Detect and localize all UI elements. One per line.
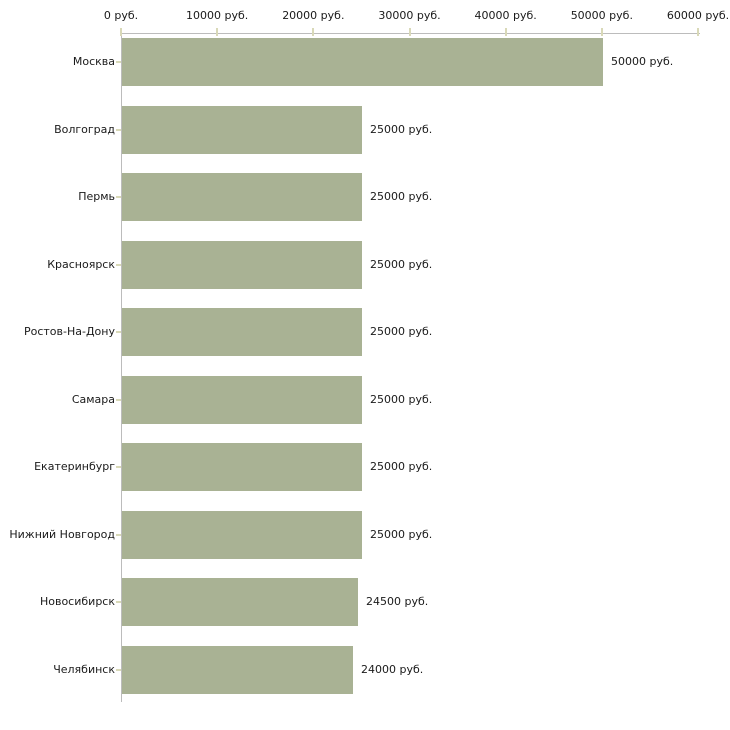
category-tick-mark xyxy=(116,533,121,536)
bar xyxy=(122,38,603,86)
value-label: 24500 руб. xyxy=(366,595,429,608)
x-tick-mark xyxy=(216,28,219,36)
category-label: Екатеринбург xyxy=(34,460,115,473)
value-label: 25000 руб. xyxy=(370,325,433,338)
value-label: 24000 руб. xyxy=(361,662,424,676)
category-label: Самара xyxy=(71,392,115,406)
value-label: 25000 руб. xyxy=(370,460,433,473)
x-tick-mark xyxy=(600,28,603,36)
value-label: 25000 руб. xyxy=(370,257,433,271)
value-label: 50000 руб. xyxy=(611,55,674,68)
category-label: Ростов-На-Дону xyxy=(23,325,115,338)
bar xyxy=(122,443,362,491)
bar xyxy=(122,173,362,221)
category-tick-mark xyxy=(116,263,121,266)
bar xyxy=(122,578,358,626)
x-tick-mark xyxy=(120,28,122,36)
category-tick-mark xyxy=(116,61,121,63)
x-tick-mark xyxy=(697,28,699,36)
bar xyxy=(122,375,362,424)
value-label: 25000 руб. xyxy=(370,527,433,541)
category-label: Москва xyxy=(72,55,115,68)
x-tick-mark xyxy=(312,28,315,36)
category-label: Нижний Новгород xyxy=(9,527,115,541)
category-tick-mark xyxy=(116,601,121,603)
category-tick-mark xyxy=(116,466,121,468)
bar xyxy=(122,308,362,356)
x-tick-label: 50000 руб. xyxy=(570,9,633,22)
x-tick-label: 60000 руб. xyxy=(666,9,730,22)
category-label: Челябинск xyxy=(53,662,115,676)
value-label: 25000 руб. xyxy=(370,392,433,406)
category-tick-mark xyxy=(116,668,121,671)
bar xyxy=(122,510,362,559)
category-label: Новосибирск xyxy=(39,595,115,608)
x-tick-label: 10000 руб. xyxy=(186,9,249,22)
bar xyxy=(122,645,353,694)
x-tick-label: 0 руб. xyxy=(103,9,139,22)
x-tick-label: 40000 руб. xyxy=(474,9,537,22)
category-tick-mark xyxy=(116,128,121,131)
category-tick-mark xyxy=(116,331,121,333)
category-label: Красноярск xyxy=(47,257,115,271)
category-tick-mark xyxy=(116,196,121,198)
bar xyxy=(122,105,362,154)
y-axis-line xyxy=(121,30,122,702)
x-axis-line xyxy=(121,33,700,34)
bar xyxy=(122,240,362,289)
category-label: Волгоград xyxy=(54,122,115,136)
value-label: 25000 руб. xyxy=(370,122,433,136)
x-tick-label: 30000 руб. xyxy=(378,9,441,22)
category-tick-mark xyxy=(116,398,121,401)
value-label: 25000 руб. xyxy=(370,190,433,203)
x-tick-mark xyxy=(504,28,507,36)
x-tick-mark xyxy=(408,28,411,36)
category-label: Пермь xyxy=(78,190,115,203)
x-tick-label: 20000 руб. xyxy=(282,9,345,22)
